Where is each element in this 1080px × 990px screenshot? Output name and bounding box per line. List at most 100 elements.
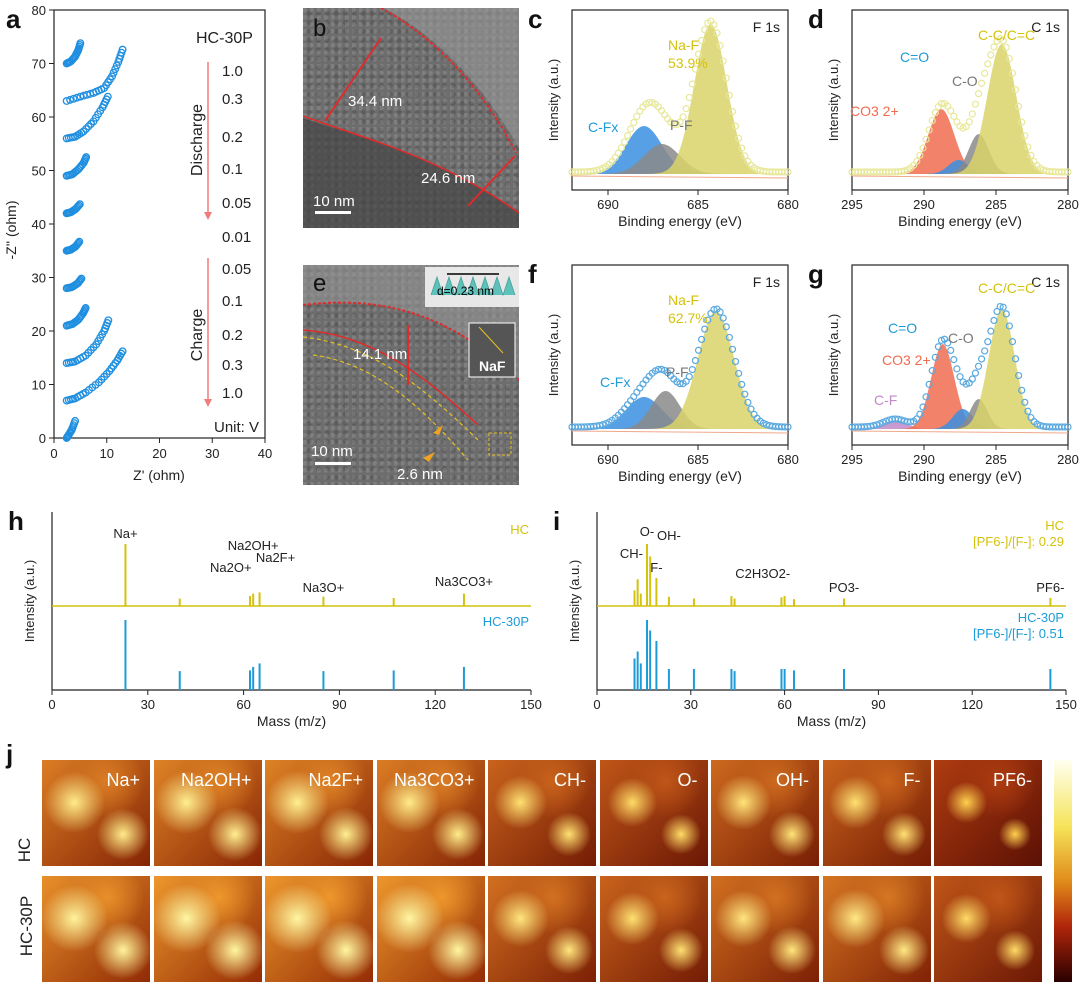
potential-label: 1.0 <box>222 63 243 80</box>
spectrum-point <box>1011 355 1020 363</box>
ion-map-tile: Na2F+ <box>265 760 373 866</box>
spectrum-point <box>1005 54 1013 63</box>
plot-frame <box>851 9 1069 191</box>
potential-label: 0.1 <box>222 161 243 178</box>
spectrum-point <box>710 21 718 29</box>
peak-label: 53.9% <box>668 55 708 71</box>
spectrum-point <box>950 356 958 364</box>
data-point <box>103 92 112 101</box>
spectrum-point <box>698 36 706 45</box>
peak-label: C-Fx <box>588 119 618 135</box>
legend-text: [PF6-]/[F-]: 0.29 <box>973 534 1064 549</box>
plot-frame <box>851 264 1069 446</box>
spectrum-point <box>971 100 980 108</box>
xps-panel-c: c F 1s Intensity (a.u.) Binding energy (eV)… <box>528 4 799 229</box>
spectrum-point <box>922 135 930 143</box>
spectrum-point <box>981 347 989 355</box>
spectrum-point <box>636 107 644 115</box>
spectrum-point <box>657 365 666 373</box>
spectrum-point <box>719 314 727 322</box>
ion-map-tile: F- <box>822 760 931 866</box>
spectrum-point <box>719 57 727 65</box>
potential-label: 0.05 <box>222 195 251 212</box>
spectrum-point <box>987 327 995 335</box>
unit-label: Unit: V <box>214 419 259 436</box>
y-tick-label: 70 <box>32 57 46 72</box>
fit-component <box>572 391 788 429</box>
x-tick-label: 690 <box>597 452 619 467</box>
peak-label: 62.7% <box>668 310 708 326</box>
panel-letter-j: j <box>5 739 13 769</box>
spectrum-point <box>698 335 706 344</box>
baseline <box>851 175 1069 179</box>
data-point <box>62 96 71 105</box>
spectrum-point <box>1061 168 1069 176</box>
spectrum-point <box>944 339 952 347</box>
spectrum-point <box>784 168 792 176</box>
ion-label: O- <box>677 770 698 790</box>
spectrum-point <box>623 131 632 140</box>
spectrum-point <box>999 36 1007 45</box>
data-point <box>72 93 81 102</box>
spectrum-point <box>925 380 933 388</box>
xps-panel-g: g C 1s Intensity (a.u.) Binding energy (eV)… <box>808 259 1079 484</box>
x-tick-label: 285 <box>985 197 1007 212</box>
spectrum-point <box>694 50 703 58</box>
data-point <box>82 124 90 133</box>
spectrum-point <box>1027 151 1035 159</box>
x-tick-label: 285 <box>985 452 1007 467</box>
x-tick-label: 680 <box>777 197 799 212</box>
spectrum-point <box>897 416 905 424</box>
ion-map-tile <box>934 876 1042 982</box>
spectrum-point <box>1002 43 1010 51</box>
inner-boundary <box>303 329 479 426</box>
spectrum-point <box>716 41 724 50</box>
y-tick-label: 80 <box>32 3 46 18</box>
data-point <box>79 127 88 136</box>
potential-label: 0.2 <box>222 327 243 344</box>
x-ticks: 0 10 20 30 40 <box>50 438 272 461</box>
data-point <box>66 95 75 104</box>
spectrum-point <box>916 151 924 159</box>
spectrum-point <box>784 423 792 431</box>
spectrum-point <box>716 308 724 316</box>
fit-component <box>572 311 788 429</box>
potential-label: 0.1 <box>222 293 243 310</box>
spectrum-point <box>928 117 936 125</box>
legend-text: HC <box>1045 518 1064 533</box>
orange-arrow-1 <box>433 425 443 435</box>
spectrum-point <box>722 323 730 331</box>
spectrum-point <box>701 325 709 333</box>
spectrum-point <box>1064 168 1072 176</box>
spectrum-point <box>620 138 629 146</box>
thickness-2: 24.6 nm <box>421 170 475 187</box>
baseline <box>571 175 789 179</box>
data-point <box>111 65 120 74</box>
ion-label: CH- <box>554 770 586 790</box>
panel-letter-a: a <box>6 4 21 34</box>
data-point <box>69 94 78 103</box>
x-tick-label: 0 <box>50 446 57 461</box>
spectrum-point <box>965 118 973 126</box>
x-tick-label: 40 <box>258 446 272 461</box>
spectrum-point <box>596 421 604 430</box>
x-tick-label: 30 <box>141 697 155 712</box>
ion-label: PF6- <box>992 770 1032 790</box>
spectrum-point <box>660 111 669 119</box>
svg-text:HC-30P: HC-30P <box>17 896 36 956</box>
spectrum-point <box>974 362 983 370</box>
potential-label: 1.0 <box>222 385 243 402</box>
panel-letter: c <box>528 4 542 34</box>
peak-label: Na2F+ <box>256 550 295 565</box>
peak-label: C-C/C=C <box>978 280 1035 296</box>
spectrum-point <box>968 110 976 118</box>
spectrum-point <box>999 303 1007 311</box>
potential-labels: 1.0 0.3 0.2 0.1 0.05 0.01 0.05 0.1 0.2 0.3 1.0 <box>222 63 251 402</box>
panel-letter: d <box>808 4 824 34</box>
fit-component <box>572 126 788 174</box>
d-spacing: d=0.23 nm <box>437 284 494 298</box>
x-axis-label: Mass (m/z) <box>797 713 866 729</box>
panel-letter: f <box>528 259 537 289</box>
spectrum-point <box>968 375 976 383</box>
spectrum-point <box>974 90 983 98</box>
